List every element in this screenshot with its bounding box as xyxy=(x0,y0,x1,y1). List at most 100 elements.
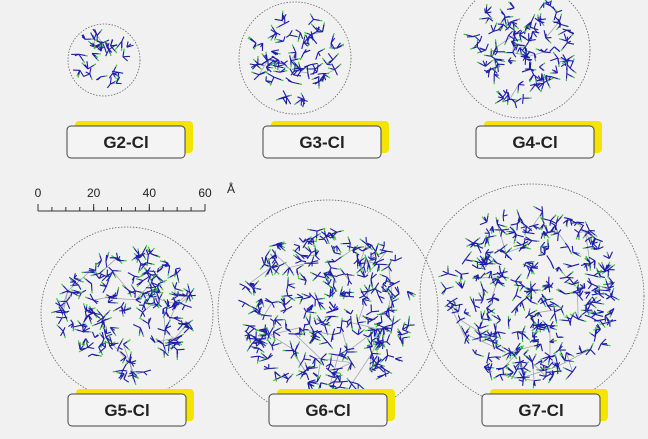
tip xyxy=(383,366,385,367)
atom-bond xyxy=(520,248,526,249)
atom-bond xyxy=(542,206,543,211)
tip xyxy=(548,368,550,369)
tip xyxy=(477,52,479,53)
tip xyxy=(93,308,95,309)
atom-bond xyxy=(382,291,386,292)
tip xyxy=(472,260,474,261)
tip xyxy=(518,19,520,20)
tip xyxy=(363,316,365,317)
tip xyxy=(605,278,606,280)
tip xyxy=(585,274,587,275)
atom-bond xyxy=(333,276,338,277)
tip xyxy=(540,359,542,360)
tip xyxy=(298,62,299,64)
tip xyxy=(451,287,453,288)
tip xyxy=(510,356,511,358)
tip xyxy=(299,84,301,85)
tip xyxy=(254,47,255,49)
tip xyxy=(481,267,482,269)
atom-bond xyxy=(144,303,150,304)
atom-bond xyxy=(371,311,379,312)
tip xyxy=(305,34,306,36)
atom-bond xyxy=(403,337,408,338)
tip xyxy=(71,290,73,291)
atom-bond xyxy=(264,369,269,370)
tip xyxy=(528,248,530,249)
tip xyxy=(137,260,138,262)
atom-bond xyxy=(340,376,341,382)
tip xyxy=(602,287,604,288)
tip xyxy=(297,356,298,358)
tip xyxy=(591,247,593,248)
atom-bond xyxy=(486,55,491,56)
tip xyxy=(363,269,364,271)
tip xyxy=(551,0,552,1)
atom-bond xyxy=(320,383,321,388)
tip xyxy=(251,72,253,73)
tip xyxy=(65,336,66,338)
tip xyxy=(557,230,558,232)
atom-bond xyxy=(83,326,88,327)
atom-bond xyxy=(546,76,551,77)
tip xyxy=(325,375,327,376)
atom-bond xyxy=(276,71,281,72)
atom-bond xyxy=(558,233,559,241)
tip xyxy=(540,13,541,15)
tip xyxy=(277,301,279,302)
label-text: G7-Cl xyxy=(518,401,563,420)
atom-bond xyxy=(310,316,311,324)
atom-bond xyxy=(564,218,568,219)
tip xyxy=(584,321,586,322)
atom-bond xyxy=(101,76,105,77)
tip xyxy=(141,297,142,299)
tip xyxy=(265,72,267,73)
tip xyxy=(106,41,107,43)
tip xyxy=(524,308,525,310)
atom-bond xyxy=(572,246,573,252)
tip xyxy=(165,349,166,351)
tip xyxy=(297,37,299,38)
tip xyxy=(178,281,179,283)
tip xyxy=(299,371,301,372)
atom-bond xyxy=(554,307,555,313)
tip xyxy=(276,39,278,40)
tip xyxy=(507,19,508,21)
tip xyxy=(491,275,493,276)
atom-bond xyxy=(308,73,309,77)
tip xyxy=(325,360,327,361)
tip xyxy=(486,265,487,267)
tip xyxy=(302,294,304,295)
tip xyxy=(378,244,380,245)
tip xyxy=(480,281,481,283)
tip xyxy=(342,286,343,288)
tip xyxy=(328,325,330,326)
scale-unit: Å xyxy=(227,181,235,196)
atom-bond xyxy=(555,225,556,230)
tip xyxy=(319,344,321,345)
atom-bond xyxy=(590,302,596,303)
tip xyxy=(409,298,410,300)
tip xyxy=(589,313,591,314)
atom-bond xyxy=(166,307,167,312)
tip xyxy=(259,361,261,362)
atom-bond xyxy=(532,241,537,242)
atom-bond xyxy=(518,45,525,46)
tip xyxy=(554,340,556,341)
atom-bond xyxy=(175,269,176,275)
tip xyxy=(558,216,559,218)
tip xyxy=(500,337,501,339)
tip xyxy=(504,268,505,270)
atom-bond xyxy=(89,272,95,273)
tip xyxy=(85,297,87,298)
tip xyxy=(318,340,320,341)
tip xyxy=(290,95,292,96)
atom-bond xyxy=(338,368,342,369)
tip xyxy=(304,32,306,33)
atom-bond xyxy=(485,8,486,13)
tip xyxy=(328,68,330,69)
background xyxy=(0,0,648,439)
atom-bond xyxy=(498,64,499,72)
atom-bond xyxy=(484,367,492,368)
tip xyxy=(489,243,490,245)
tip xyxy=(491,378,492,380)
